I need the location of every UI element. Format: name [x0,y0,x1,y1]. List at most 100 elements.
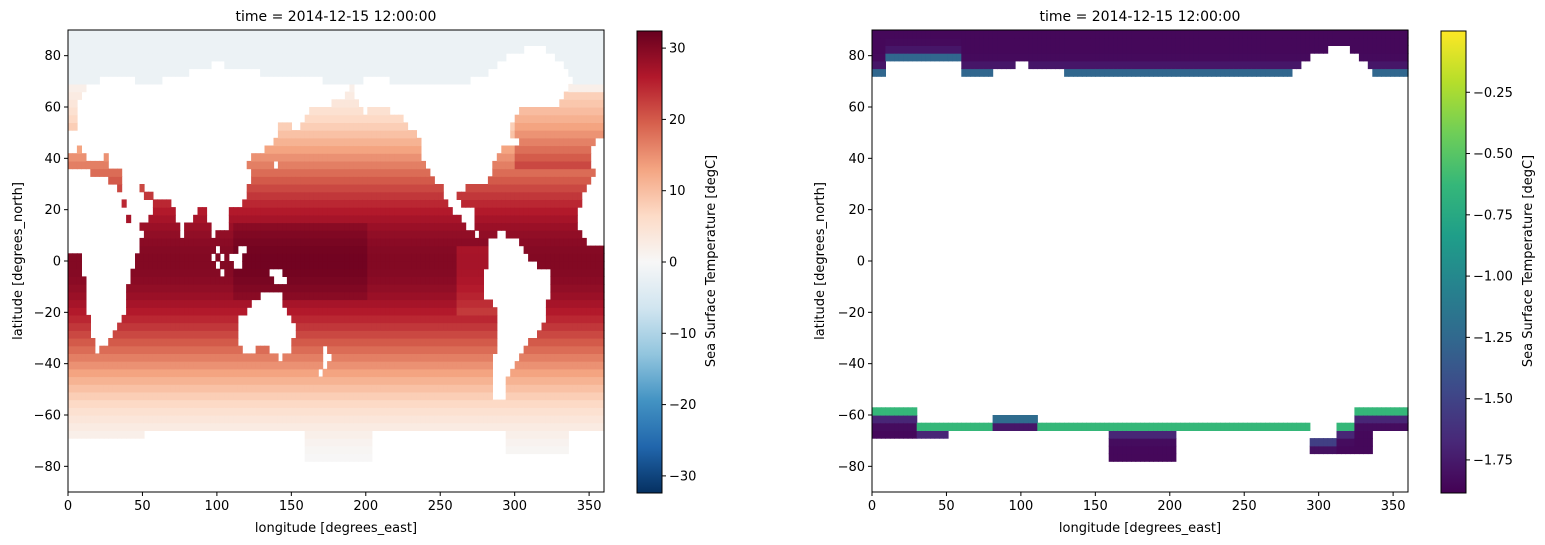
heatmap-cell [331,453,337,462]
heatmap-cell [135,407,141,416]
heatmap-cell [554,130,560,139]
heatmap-cell [1032,45,1038,54]
heatmap-cell [483,384,489,393]
heatmap-cell [394,261,400,270]
heatmap-cell [407,245,413,254]
heatmap-cell [394,176,400,185]
heatmap-cell [510,368,516,378]
heatmap-cell [353,438,359,447]
heatmap-cell [371,214,377,224]
heatmap-cell [313,430,319,439]
heatmap-cell [139,314,145,324]
heatmap-cell [443,245,449,254]
heatmap-cell [143,37,149,46]
heatmap-cell [1006,45,1012,54]
heatmap-cell [242,353,248,362]
heatmap-cell [344,361,350,370]
heatmap-cell [362,399,368,408]
heatmap-cell [130,284,136,293]
heatmap-cell [344,207,350,216]
heatmap-cell [260,153,266,162]
heatmap-cell [505,207,511,216]
heatmap-cell [411,291,417,301]
heatmap-cell [429,214,435,224]
heatmap-cell [331,422,337,431]
heatmap-cell [380,276,386,285]
heatmap-cell [1019,37,1025,46]
heatmap-cell [492,230,498,239]
heatmap-cell [438,230,444,239]
heatmap-cell [224,268,230,277]
heatmap-cell [166,207,172,216]
heatmap-cell [206,299,212,308]
heatmap-cell [465,330,471,339]
heatmap-cell [545,361,551,370]
heatmap-cell [398,60,404,70]
heatmap-cell [541,130,547,139]
heatmap-cell [304,253,310,262]
heatmap-cell [148,384,154,393]
heatmap-cell [465,184,471,193]
heatmap-cell [581,422,587,431]
heatmap-cell [559,307,565,316]
heatmap-cell [353,176,359,185]
heatmap-cell [327,422,333,431]
colorbar-tick-label: 0 [669,256,677,271]
heatmap-cell [255,53,261,62]
heatmap-cell [139,253,145,262]
heatmap-cell [371,184,377,193]
heatmap-cell [407,284,413,293]
heatmap-cell [452,76,458,85]
heatmap-cell [340,191,346,200]
heatmap-cell [117,68,123,77]
heatmap-cell [376,391,382,401]
heatmap-cell [358,114,364,123]
heatmap-cell [340,245,346,254]
heatmap-cell [286,45,292,54]
heatmap-cell [193,422,199,431]
heatmap-cell [336,345,342,354]
heatmap-cell [429,53,435,62]
heatmap-cell [367,330,373,339]
heatmap-cell [295,37,301,46]
heatmap-cell [545,160,551,170]
heatmap-cell [300,53,306,62]
heatmap-cell [568,184,574,193]
heatmap-cell [496,415,502,424]
heatmap-cell [581,299,587,308]
heatmap-cell [206,230,212,239]
heatmap-cell [371,176,377,185]
heatmap-cell [260,276,266,285]
heatmap-cell [586,353,592,362]
heatmap-cell [94,76,100,85]
heatmap-cell [550,268,556,277]
heatmap-cell [318,391,324,401]
heatmap-cell [537,130,543,139]
heatmap-cell [313,137,319,147]
heatmap-cell [166,214,172,224]
heatmap-cell [277,415,283,424]
heatmap-cell [438,284,444,293]
heatmap-cell [362,130,368,139]
heatmap-cell [291,361,297,370]
heatmap-cell [550,145,556,154]
heatmap-cell [411,284,417,293]
heatmap-cell [148,276,154,285]
heatmap-cell [550,407,556,416]
heatmap-cell [483,207,489,216]
heatmap-cell [264,415,270,424]
heatmap-cell [242,368,248,378]
heatmap-cell [501,222,507,231]
heatmap-cell [1019,53,1025,62]
heatmap-cell [447,299,453,308]
heatmap-cell [559,368,565,378]
heatmap-cell [143,222,149,231]
heatmap-cell [90,368,96,378]
heatmap-cell [148,60,154,70]
heatmap-cell [514,422,520,431]
heatmap-cell [443,314,449,324]
heatmap-cell [327,53,333,62]
heatmap-cell [1086,45,1092,54]
heatmap-cell [224,376,230,385]
heatmap-cell [429,345,435,354]
